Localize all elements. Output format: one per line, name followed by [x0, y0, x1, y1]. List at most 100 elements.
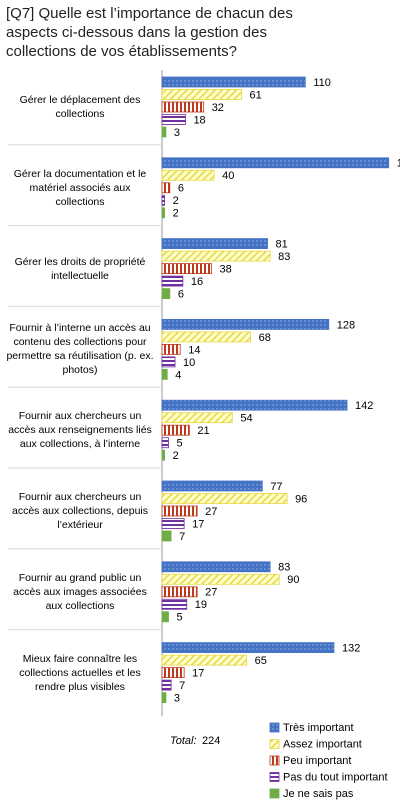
bar — [161, 412, 233, 424]
value-label: 40 — [222, 170, 234, 182]
value-label: 5 — [177, 612, 183, 624]
value-label: 2 — [173, 450, 179, 462]
value-label: 132 — [342, 643, 360, 655]
category-label: Mieux faire connaître les collections ac… — [19, 652, 141, 693]
value-label: 65 — [255, 655, 267, 667]
value-label: 83 — [278, 562, 290, 574]
legend-label: Très important — [283, 722, 354, 734]
bar — [161, 343, 181, 355]
legend-label: Peu important — [283, 755, 351, 767]
value-label: 18 — [193, 114, 205, 126]
value-label: 2 — [173, 195, 179, 207]
bar — [161, 667, 185, 678]
bar — [161, 654, 248, 666]
value-label: 96 — [295, 493, 307, 505]
category-label: Fournir aux chercheurs un accès aux rens… — [8, 410, 152, 451]
value-label: 68 — [259, 332, 271, 344]
category-label: Fournir aux chercheurs un accès aux coll… — [12, 491, 148, 531]
bar — [161, 238, 268, 250]
value-label: 14 — [188, 344, 200, 356]
category-label: Fournir au grand public un accès aux ima… — [13, 571, 147, 612]
bar — [161, 194, 166, 206]
legend-label: Pas du tout important — [283, 771, 388, 783]
value-label: 4 — [175, 369, 181, 381]
value-label: 17 — [192, 518, 204, 530]
category-label: Gérer le déplacement des collections — [19, 94, 141, 120]
bar — [161, 493, 288, 504]
bar — [161, 518, 185, 529]
bar — [161, 573, 280, 585]
category-label: Gérer les droits de propriété intellectu… — [14, 255, 146, 282]
legend-swatch — [269, 755, 280, 766]
bar — [161, 182, 171, 194]
value-label: 21 — [197, 425, 209, 437]
bar — [161, 114, 186, 125]
total-label: Total: — [170, 735, 197, 747]
value-label: 17 — [192, 668, 204, 680]
bar — [161, 505, 198, 517]
bar — [161, 480, 263, 492]
bar — [161, 126, 167, 138]
value-label: 27 — [205, 587, 217, 599]
bar — [161, 356, 176, 368]
total-value: 224 — [202, 735, 220, 747]
bar — [161, 424, 190, 436]
legend-swatch — [269, 772, 280, 782]
value-label: 27 — [205, 506, 217, 518]
legend-swatch — [269, 788, 280, 799]
value-label: 110 — [313, 77, 331, 89]
bar — [161, 611, 169, 623]
value-label: 90 — [287, 574, 299, 586]
value-label: 61 — [249, 89, 261, 101]
legend-label: Je ne sais pas — [283, 788, 354, 800]
value-label: 128 — [337, 319, 355, 331]
bar — [161, 250, 271, 262]
legend-label: Assez important — [283, 738, 362, 750]
value-label: 3 — [174, 127, 180, 139]
bar — [161, 101, 205, 113]
bar — [161, 586, 198, 598]
value-label: 19 — [195, 599, 207, 611]
bar — [161, 157, 390, 169]
bar — [161, 169, 215, 181]
bar — [161, 598, 188, 610]
legend-swatch — [269, 722, 280, 733]
legend-swatch — [269, 739, 280, 749]
bar — [161, 275, 184, 287]
value-label: 7 — [179, 680, 185, 692]
bar — [161, 318, 330, 330]
category-label: Fournir à l’interne un accès au contenu … — [6, 322, 154, 377]
value-label: 81 — [276, 239, 288, 251]
value-label: 7 — [179, 531, 185, 543]
bar — [161, 399, 348, 411]
category-label: Gérer la documentation et le matériel as… — [13, 167, 147, 208]
bar — [161, 263, 212, 275]
value-label: 2 — [173, 208, 179, 220]
bar — [161, 449, 166, 461]
bar — [161, 561, 271, 573]
bar — [161, 642, 335, 653]
bar — [161, 437, 169, 449]
value-label: 16 — [191, 276, 203, 288]
value-label: 6 — [178, 289, 184, 301]
bar — [161, 207, 166, 219]
value-label: 83 — [278, 251, 290, 263]
value-label: 38 — [220, 264, 232, 276]
bar — [161, 288, 171, 300]
value-label: 3 — [174, 693, 180, 705]
bar — [161, 368, 168, 380]
value-label: 54 — [240, 413, 252, 425]
chart-title: [Q7] Quelle est l’importance de chacun d… — [6, 5, 293, 60]
bar — [161, 679, 172, 691]
bar — [161, 331, 251, 343]
bar — [161, 530, 172, 542]
bar — [161, 76, 306, 88]
value-label: 6 — [178, 183, 184, 195]
bar — [161, 89, 242, 100]
value-label: 10 — [183, 357, 195, 369]
value-label: 77 — [270, 481, 282, 493]
value-label: 5 — [177, 438, 183, 450]
value-label: 174 — [397, 158, 400, 170]
